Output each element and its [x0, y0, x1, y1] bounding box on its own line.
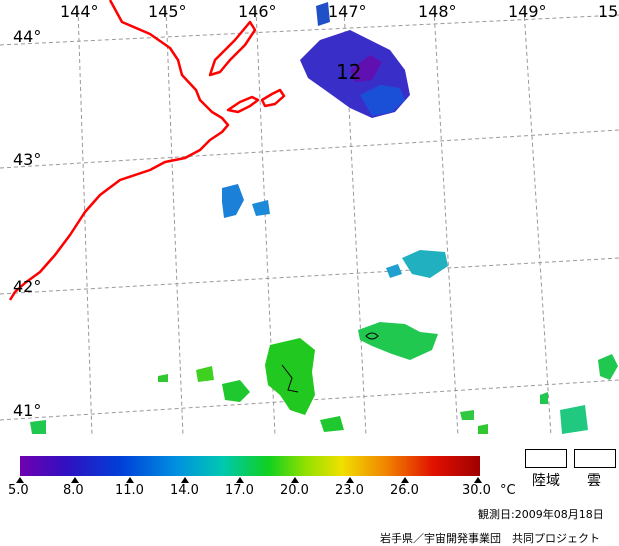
longitude-label-144: 144°: [60, 2, 99, 21]
sst-patch-north-cold: [350, 55, 382, 82]
latitude-label-43: 43°: [13, 150, 42, 169]
colorbar-tick-label: 17.0: [225, 483, 254, 498]
longitude-label-146: 146°: [238, 2, 277, 21]
latitude-label-44: 44°: [13, 27, 42, 46]
sea-surface-temperature-map: [0, 0, 619, 436]
longitude-line-148: [433, 9, 459, 436]
sst-patch-mid-1: [222, 184, 244, 218]
colorbar-tick-label: 8.0: [63, 483, 84, 498]
colorbar-tick: [236, 477, 244, 483]
isotherm-contours: [281, 332, 379, 393]
isotherm-contour: [365, 332, 379, 340]
sst-patch-green-11: [478, 424, 488, 434]
hokkaido-coast: [8, 0, 230, 301]
sst-patch-green-10: [598, 354, 618, 380]
land-legend-swatch: [525, 449, 567, 468]
colorbar-tick: [291, 477, 299, 483]
colorbar-unit: °C: [500, 483, 516, 498]
longitude-line-144: [77, 9, 93, 436]
colorbar-tick-label: 11.0: [115, 483, 144, 498]
longitude-label-147: 147°: [328, 2, 367, 21]
colorbar-tick-label: 14.0: [170, 483, 199, 498]
sst-patch-green-6: [320, 416, 344, 432]
colorbar-tick: [126, 477, 134, 483]
colorbar-tick-label: 5.0: [8, 483, 29, 498]
sst-data: [30, 2, 618, 434]
cloud-legend-swatch: [574, 449, 616, 468]
land-legend-label: 陸域: [532, 473, 560, 489]
sst-patch-cape: [316, 2, 330, 26]
latitude-label-42: 42°: [13, 277, 42, 296]
colorbar-tick-label: 30.0: [462, 483, 491, 498]
longitude-label-149: 149°: [508, 2, 547, 21]
sst-patch-green-1: [358, 322, 438, 360]
shiretoko-peninsula: [208, 20, 257, 77]
longitude-label-145: 145°: [148, 2, 187, 21]
longitude-label-148: 148°: [418, 2, 457, 21]
cloud-legend-label: 雲: [587, 473, 601, 489]
latitude-line-44: [0, 14, 619, 46]
colorbar-tick: [401, 477, 409, 483]
colorbar-tick: [181, 477, 189, 483]
sst-patch-green-7: [460, 410, 474, 420]
latitude-line-42: [0, 257, 619, 295]
observation-date: 観測日:2009年08月18日: [478, 508, 604, 521]
longitude-line-145: [165, 9, 184, 436]
sst-patch-green-3: [222, 380, 250, 402]
sst-patch-green-12: [158, 374, 168, 382]
longitude-label-150: 15: [598, 2, 619, 21]
contour-label: 12: [336, 60, 362, 84]
sst-patch-green-8: [560, 405, 588, 434]
longitude-line-149: [523, 9, 552, 436]
sst-patch-north-warm: [360, 85, 405, 116]
credit-text: 岩手県／宇宙開発事業団 共同プロジェクト: [380, 532, 600, 545]
sst-patch-green-2: [265, 338, 315, 415]
sst-patch-green-5: [30, 420, 46, 434]
sst-patch-green-4: [196, 366, 214, 382]
colorbar-tick: [16, 477, 24, 483]
temperature-colorbar: [20, 456, 480, 476]
longitude-line-146: [255, 9, 276, 436]
latitude-line-43: [0, 129, 619, 169]
colorbar-tick: [346, 477, 354, 483]
colorbar-tick: [71, 477, 79, 483]
colorbar-tick-label: 20.0: [280, 483, 309, 498]
isotherm-contour: [281, 364, 299, 393]
island-1: [260, 88, 286, 108]
latitude-label-41: 41°: [13, 401, 42, 420]
nemuro-peninsula: [226, 95, 260, 114]
colorbar-tick-label: 23.0: [335, 483, 364, 498]
sst-patch-mid-3: [402, 250, 448, 278]
sst-patch-green-9: [540, 392, 548, 404]
sst-patch-mid-2: [252, 200, 270, 216]
colorbar-tick: [474, 477, 482, 483]
sst-patch-mid-4: [386, 264, 402, 278]
colorbar-tick-label: 26.0: [390, 483, 419, 498]
